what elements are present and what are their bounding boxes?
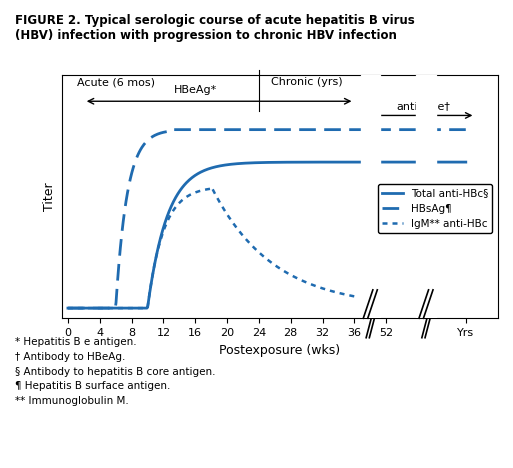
Text: Chronic (yrs): Chronic (yrs) bbox=[271, 77, 343, 87]
Text: FIGURE 2. Typical serologic course of acute hepatitis B virus
(HBV) infection wi: FIGURE 2. Typical serologic course of ac… bbox=[15, 14, 415, 42]
X-axis label: Postexposure (wks): Postexposure (wks) bbox=[219, 344, 340, 357]
Text: anti-HBe†: anti-HBe† bbox=[396, 102, 450, 111]
Bar bbox=[417, 75, 436, 318]
Text: HBeAg*: HBeAg* bbox=[173, 85, 217, 95]
Text: * Hepatitis B e antigen.
† Antibody to HBeAg.
§ Antibody to hepatitis B core ant: * Hepatitis B e antigen. † Antibody to H… bbox=[15, 337, 216, 406]
Text: Acute (6 mos): Acute (6 mos) bbox=[76, 77, 154, 87]
Y-axis label: Titer: Titer bbox=[43, 182, 56, 211]
Legend: Total anti-HBc§, HBsAg¶, IgM** anti-HBc: Total anti-HBc§, HBsAg¶, IgM** anti-HBc bbox=[378, 184, 492, 233]
Bar bbox=[361, 75, 380, 318]
